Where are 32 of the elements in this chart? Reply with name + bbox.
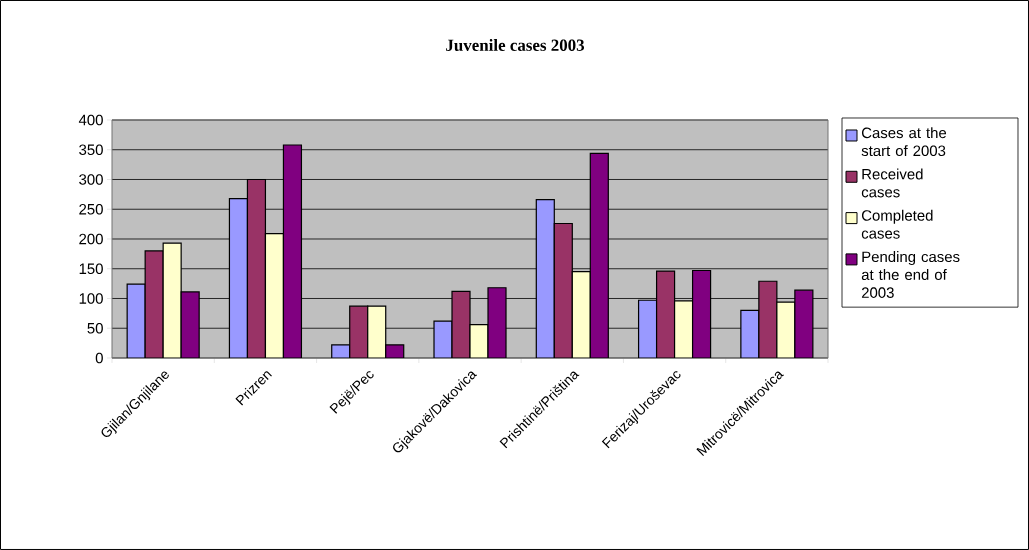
- legend-label: Pending cases at the end of 2003: [861, 251, 960, 298]
- y-tick-label: 350: [79, 144, 103, 156]
- bar: [228, 197, 249, 358]
- bar: [571, 271, 591, 358]
- y-tick-label: 100: [79, 293, 103, 304]
- y-tick-label: 150: [79, 263, 103, 275]
- bar: [180, 291, 200, 358]
- bar: [282, 144, 303, 358]
- bar: [673, 300, 694, 358]
- chart-title: Juvenile cases 2003: [446, 39, 585, 51]
- y-tick-label: 50: [87, 322, 103, 334]
- bar: [691, 269, 712, 358]
- bar: [589, 152, 609, 358]
- y-tick-label: 400: [78, 114, 103, 126]
- bar: [349, 305, 369, 358]
- y-tick-label: 200: [79, 233, 103, 245]
- bar: [655, 270, 676, 358]
- bar: [637, 299, 658, 358]
- legend-label: Completed cases: [861, 209, 933, 239]
- legend-label: Cases at the start of 2003: [861, 127, 947, 157]
- bar: [162, 242, 182, 358]
- y-tick-label: 250: [79, 203, 103, 215]
- bar: [126, 283, 146, 358]
- bar: [535, 199, 555, 358]
- bar: [264, 233, 285, 358]
- bar: [246, 178, 267, 358]
- bar: [144, 250, 164, 358]
- y-tick-label: 0: [95, 352, 103, 364]
- legend-label: Received cases: [861, 168, 923, 198]
- bar: [367, 305, 387, 358]
- bar: [553, 222, 573, 358]
- y-tick-label: 300: [79, 174, 103, 185]
